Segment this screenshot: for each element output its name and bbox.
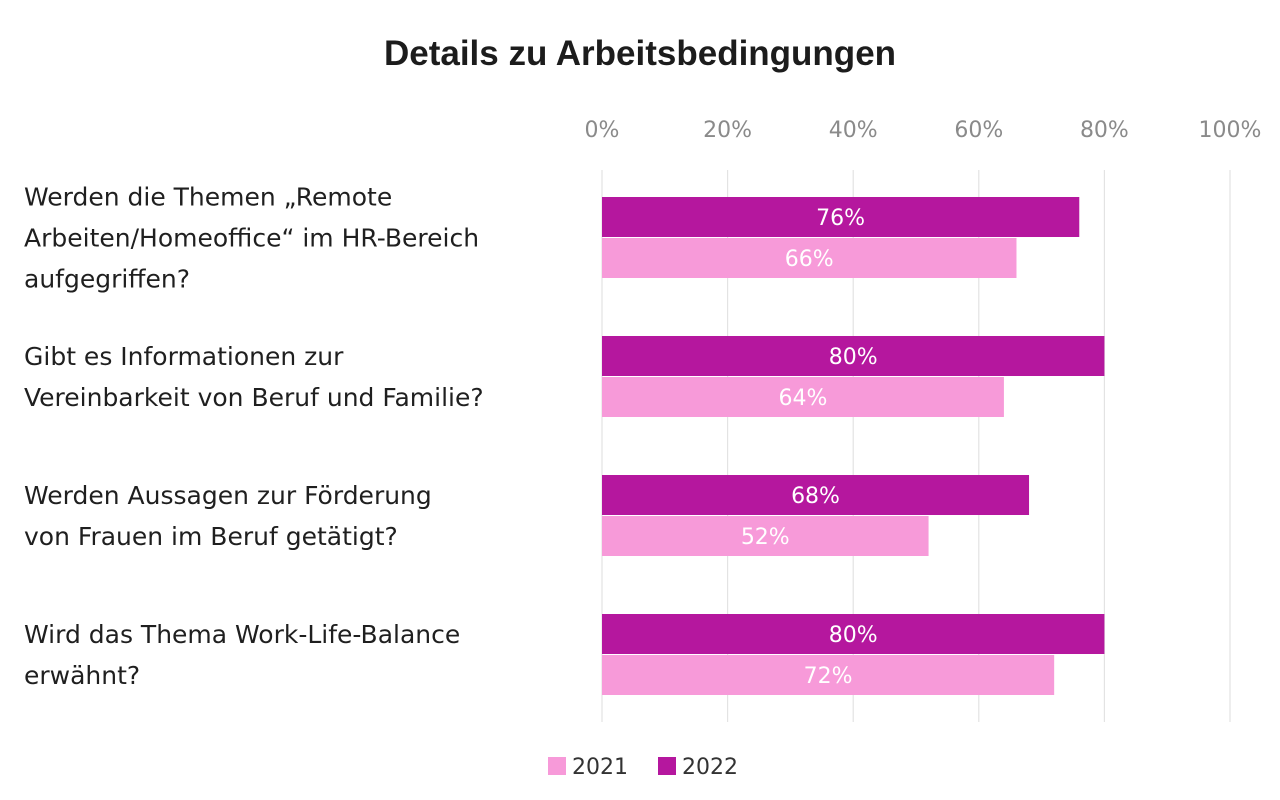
bar-value-label: 80%	[829, 345, 878, 370]
category-labels: Werden die Themen „Remote Arbeiten/Homeof…	[24, 183, 484, 691]
category-label-line: Gibt es Informationen zur	[24, 342, 344, 371]
x-tick-label: 40%	[829, 118, 878, 143]
x-tick-label: 100%	[1199, 118, 1262, 143]
bar-value-label: 76%	[816, 206, 865, 231]
bar-value-label: 72%	[804, 664, 853, 689]
x-axis-ticks: 0% 20% 40% 60% 80% 100%	[585, 118, 1262, 143]
bar-value-label: 68%	[791, 484, 840, 509]
legend-swatch-2021	[548, 757, 566, 775]
bar-2022	[602, 336, 1105, 376]
bar-2022	[602, 197, 1080, 237]
legend-swatch-2022	[658, 757, 676, 775]
category-label-line: von Frauen im Beruf getätigt?	[24, 522, 398, 551]
x-tick-label: 0%	[585, 118, 620, 143]
bar-2021	[602, 516, 929, 556]
category-label: Werden Aussagen zur Förderung von Frauen …	[24, 481, 432, 551]
bar-2021	[602, 655, 1055, 695]
x-tick-label: 20%	[703, 118, 752, 143]
legend: 2021 2022	[548, 755, 738, 780]
category-label-line: Werden die Themen „Remote	[24, 183, 392, 212]
category-label: Gibt es Informationen zur Vereinbarkeit v…	[24, 342, 484, 412]
legend-label-2022: 2022	[682, 755, 738, 780]
category-label-line: Vereinbarkeit von Beruf und Familie?	[24, 383, 484, 412]
x-tick-label: 80%	[1080, 118, 1129, 143]
category-label-line: Werden Aussagen zur Förderung	[24, 481, 432, 510]
bar-2022	[602, 614, 1105, 654]
x-tick-label: 60%	[954, 118, 1003, 143]
bar-2022	[602, 475, 1030, 515]
bar-2021	[602, 377, 1004, 417]
bars: 76%66%80%64%68%52%80%72%	[602, 197, 1105, 695]
bar-value-label: 52%	[741, 525, 790, 550]
category-label: Wird das Thema Work-Life-Balance erwähnt?	[24, 620, 460, 690]
category-label-line: Wird das Thema Work-Life-Balance	[24, 620, 460, 649]
bar-value-label: 66%	[785, 247, 834, 272]
category-label: Werden die Themen „Remote Arbeiten/Homeof…	[24, 183, 479, 294]
bar-value-label: 64%	[779, 386, 828, 411]
category-label-line: erwähnt?	[24, 661, 140, 690]
category-label-line: aufgegriffen?	[24, 265, 190, 294]
bar-value-label: 80%	[829, 623, 878, 648]
bar-2021	[602, 238, 1017, 278]
legend-label-2021: 2021	[572, 755, 628, 780]
chart-title: Details zu Arbeitsbedingungen	[383, 34, 897, 73]
category-label-line: Arbeiten/Homeoffice“ im HR-Bereich	[24, 224, 479, 253]
